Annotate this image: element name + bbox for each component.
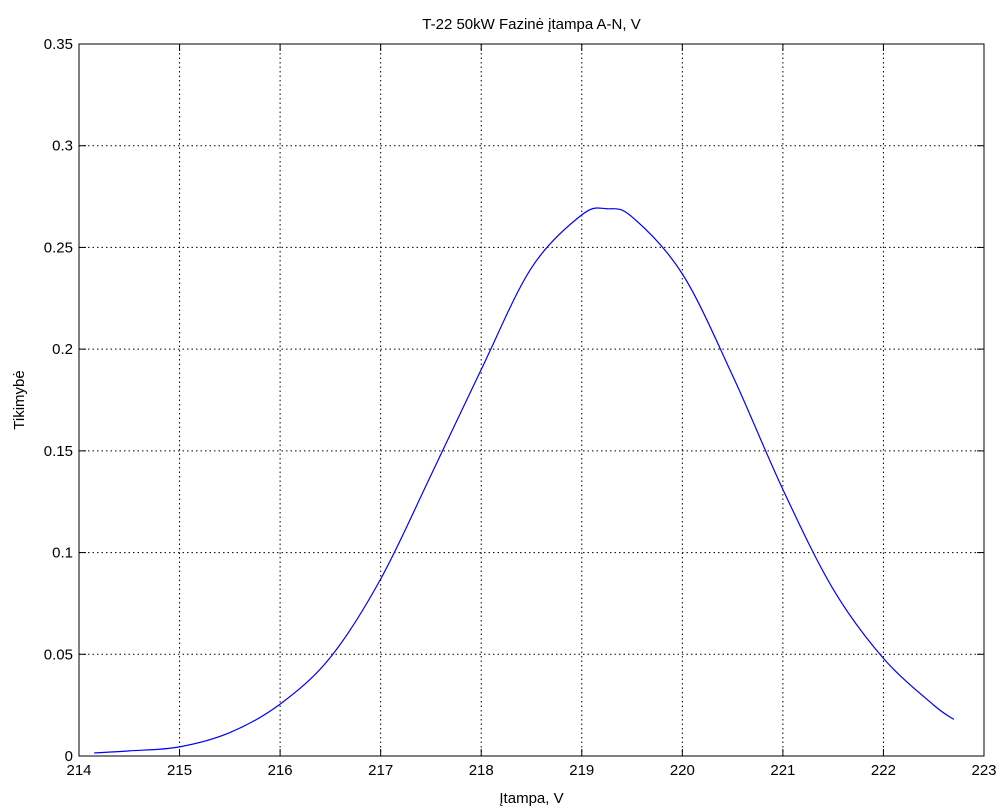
x-axis-title: Įtampa, V	[499, 790, 563, 807]
y-tick-label: 0	[65, 748, 73, 765]
x-tick-label: 218	[469, 762, 494, 779]
series-line	[94, 207, 955, 754]
y-tick-label: 0.35	[44, 36, 73, 53]
series-group	[94, 207, 955, 754]
y-tick-label: 0.05	[44, 646, 73, 663]
y-tick-label: 0.25	[44, 239, 73, 256]
x-tick-label: 215	[167, 762, 192, 779]
x-tick-label: 222	[871, 762, 896, 779]
y-tick-label: 0.2	[52, 341, 73, 358]
x-tick-label: 217	[368, 762, 393, 779]
chart-title: T-22 50kW Fazinė įtampa A-N, V	[422, 16, 640, 33]
tick-labels: 214 215 216 217 218 219 220 221 222 223 0 0.05 0.1 0.…	[44, 36, 997, 779]
x-tick-label: 220	[670, 762, 695, 779]
x-tick-label: 219	[569, 762, 594, 779]
x-tick-label: 216	[268, 762, 293, 779]
x-tick-label: 221	[770, 762, 795, 779]
grid	[79, 44, 984, 756]
x-tick-label: 223	[971, 762, 996, 779]
axis-ticks	[78, 43, 985, 757]
plot-frame	[78, 43, 985, 757]
y-tick-label: 0.15	[44, 443, 73, 460]
x-tick-label: 214	[66, 762, 91, 779]
y-tick-label: 0.1	[52, 545, 73, 562]
y-tick-label: 0.3	[52, 138, 73, 155]
y-axis-title: Tikimybė	[11, 370, 28, 429]
